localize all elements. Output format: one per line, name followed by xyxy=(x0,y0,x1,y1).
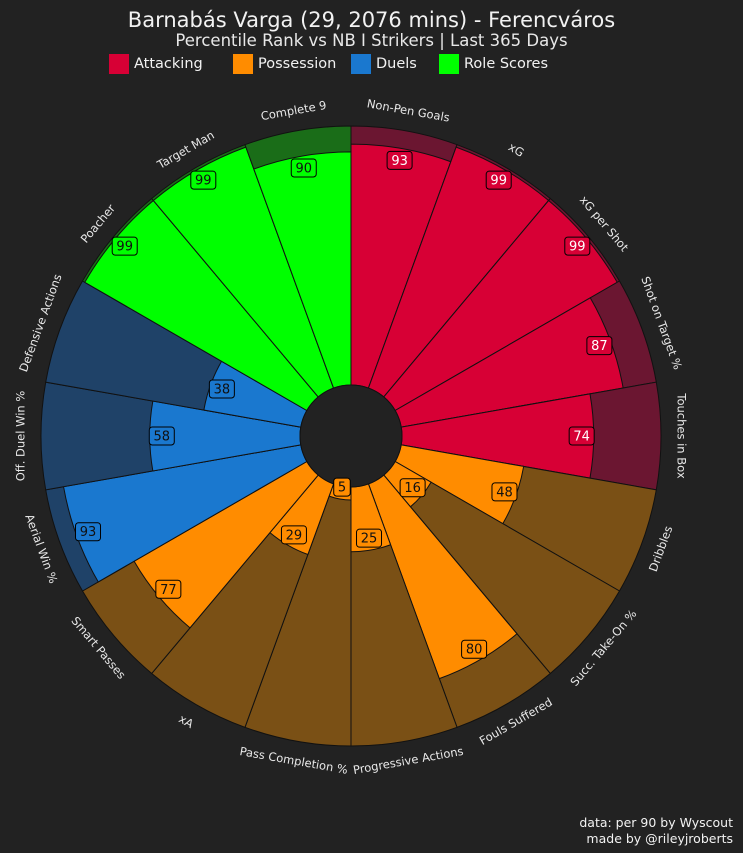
value-label-poacher: 99 xyxy=(111,236,138,256)
value-label-xg-per-shot: 99 xyxy=(564,236,591,256)
value-box-xa xyxy=(280,525,307,545)
value-label-shot-on-target: 87 xyxy=(586,336,613,356)
value-text-touches-in-box: 74 xyxy=(573,430,590,445)
legend-item-possession: Possession xyxy=(233,53,336,75)
category-label-pass-completion: Pass Completion % xyxy=(239,744,349,777)
value-label-smart-passes: 77 xyxy=(155,579,182,599)
category-label-progressive-actions: Progressive Actions xyxy=(352,744,465,777)
value-text-smart-passes: 77 xyxy=(160,583,177,598)
legend-label-duels: Duels xyxy=(376,56,417,72)
category-label-xa: xA xyxy=(176,712,196,732)
category-label-touches-in-box: Touches in Box xyxy=(675,392,689,478)
legend-swatch-attacking xyxy=(109,54,129,74)
value-text-aerial-win: 93 xyxy=(80,525,97,540)
value-text-xg-per-shot: 99 xyxy=(569,240,586,255)
value-text-fouls-suffered: 80 xyxy=(466,643,483,658)
value-box-target-man xyxy=(190,170,217,190)
value-box-touches-in-box xyxy=(568,426,595,446)
value-label-defensive-actions: 38 xyxy=(208,379,235,399)
value-text-pass-completion: 5 xyxy=(338,481,346,496)
center-hole xyxy=(299,384,403,488)
legend-label-role-scores: Role Scores xyxy=(464,56,549,72)
value-box-xg-per-shot xyxy=(564,236,591,256)
value-box-non-pen-goals xyxy=(386,150,413,170)
value-label-xa: 29 xyxy=(280,525,307,545)
value-box-progressive-actions xyxy=(356,528,383,548)
legend: Attacking Possession Duels Role Scores xyxy=(0,53,743,77)
value-box-shot-on-target xyxy=(586,336,613,356)
legend-label-possession: Possession xyxy=(258,56,337,72)
value-box-off-duel-win xyxy=(148,426,175,446)
value-text-poacher: 99 xyxy=(116,240,133,255)
credit-author: made by @rileyjroberts xyxy=(586,831,733,846)
legend-item-attacking: Attacking xyxy=(109,53,203,75)
value-box-succ-take-on xyxy=(399,478,426,498)
value-text-non-pen-goals: 93 xyxy=(391,154,408,169)
category-label-off-duel-win: Off. Duel Win % xyxy=(14,391,28,482)
value-text-defensive-actions: 38 xyxy=(214,382,231,397)
category-label-complete-9: Complete 9 xyxy=(260,98,328,123)
value-label-dribbles: 48 xyxy=(491,482,518,502)
value-label-touches-in-box: 74 xyxy=(568,426,595,446)
legend-swatch-role-scores xyxy=(439,54,459,74)
value-box-complete-9 xyxy=(290,158,317,178)
value-text-xg: 99 xyxy=(490,174,507,189)
value-label-fouls-suffered: 80 xyxy=(461,639,488,659)
value-label-progressive-actions: 25 xyxy=(356,528,383,548)
value-label-xg: 99 xyxy=(485,170,512,190)
category-label-non-pen-goals: Non-Pen Goals xyxy=(366,96,451,124)
legend-item-role-scores: Role Scores xyxy=(439,53,548,75)
legend-label-attacking: Attacking xyxy=(134,56,203,72)
value-box-smart-passes xyxy=(155,579,182,599)
value-label-off-duel-win: 58 xyxy=(148,426,175,446)
chart-title: Barnabás Varga (29, 2076 mins) - Ferencv… xyxy=(127,8,616,32)
value-box-aerial-win xyxy=(75,522,102,542)
legend-item-duels: Duels xyxy=(351,53,417,75)
value-text-shot-on-target: 87 xyxy=(591,339,608,354)
legend-swatch-duels xyxy=(351,54,371,74)
category-label-xg: xG xyxy=(506,140,527,160)
credits: data: per 90 by Wyscout made by @rileyjr… xyxy=(579,815,733,847)
value-label-target-man: 99 xyxy=(190,170,217,190)
value-text-dribbles: 48 xyxy=(496,485,513,500)
value-label-complete-9: 90 xyxy=(290,158,317,178)
value-text-succ-take-on: 16 xyxy=(404,481,421,496)
value-box-defensive-actions xyxy=(208,379,235,399)
category-label-dribbles: Dribbles xyxy=(646,524,675,574)
value-box-poacher xyxy=(111,236,138,256)
value-label-succ-take-on: 16 xyxy=(399,478,426,498)
value-box-pass-completion xyxy=(333,477,351,497)
value-label-non-pen-goals: 93 xyxy=(386,150,413,170)
value-box-dribbles xyxy=(491,482,518,502)
chart-subtitle: Percentile Rank vs NB I Strikers | Last … xyxy=(175,31,568,50)
value-text-target-man: 99 xyxy=(195,174,212,189)
value-text-off-duel-win: 58 xyxy=(154,430,171,445)
legend-swatch-possession xyxy=(233,54,253,74)
value-box-xg xyxy=(485,170,512,190)
value-text-xa: 29 xyxy=(286,528,303,543)
value-label-pass-completion: 5 xyxy=(333,477,351,497)
credit-data-source: data: per 90 by Wyscout xyxy=(579,815,733,830)
value-box-fouls-suffered xyxy=(461,639,488,659)
value-label-aerial-win: 93 xyxy=(75,522,102,542)
value-text-progressive-actions: 25 xyxy=(361,532,378,547)
value-text-complete-9: 90 xyxy=(295,162,312,177)
